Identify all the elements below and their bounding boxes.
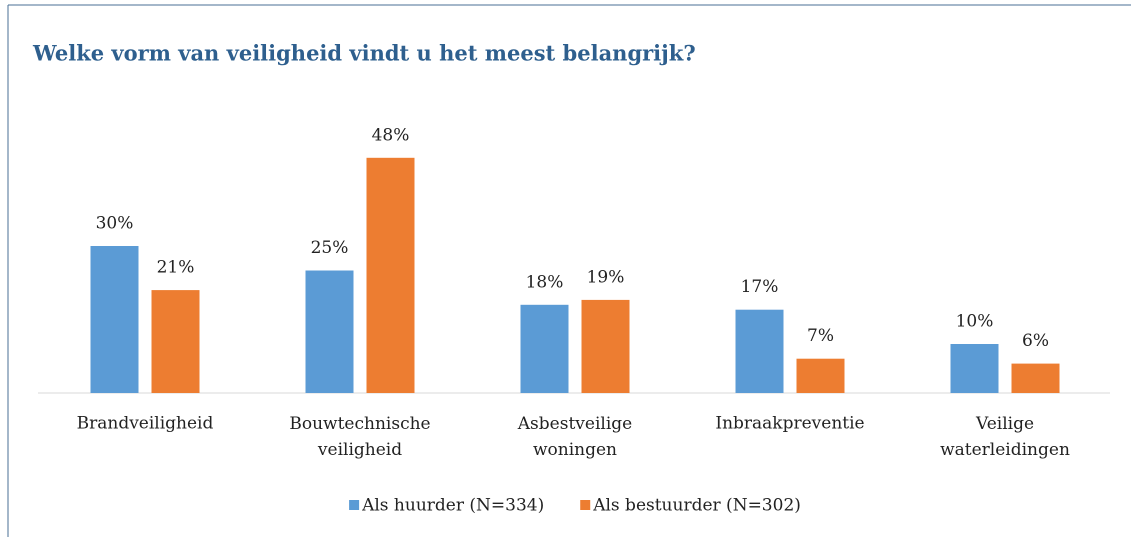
value-label: 30% <box>96 214 134 234</box>
value-label: 17% <box>741 277 779 297</box>
legend-swatch <box>580 500 591 510</box>
value-label: 7% <box>807 326 834 346</box>
bar <box>735 309 784 393</box>
x-tick-label: Bouwtechnische veiligheid <box>289 414 430 460</box>
bar <box>1011 363 1060 393</box>
x-tick-label: Inbraakpreventie <box>715 414 864 434</box>
value-label: 48% <box>372 125 410 145</box>
value-label: 18% <box>526 272 564 292</box>
value-label: 6% <box>1022 331 1049 351</box>
legend-label: Als huurder (N=334) <box>361 496 544 516</box>
x-tick-label: Asbestveilige woningen <box>517 414 632 460</box>
x-tick-label: Veilige waterleidingen <box>940 414 1070 460</box>
legend-swatch <box>349 500 360 510</box>
bar <box>950 344 999 393</box>
bar <box>520 304 569 393</box>
bar <box>305 270 354 393</box>
x-tick-label: Brandveiligheid <box>77 414 214 434</box>
legend-label: Als bestuurder (N=302) <box>592 496 801 516</box>
bar <box>366 157 415 393</box>
bar <box>90 246 139 393</box>
value-label: 10% <box>956 312 994 332</box>
value-label: 21% <box>157 258 195 278</box>
bar <box>151 290 200 393</box>
bar <box>796 358 845 393</box>
value-label: 19% <box>587 267 625 287</box>
value-label: 25% <box>311 238 349 258</box>
bar <box>581 299 630 393</box>
chart-title: Welke vorm van veiligheid vindt u het me… <box>32 41 696 66</box>
